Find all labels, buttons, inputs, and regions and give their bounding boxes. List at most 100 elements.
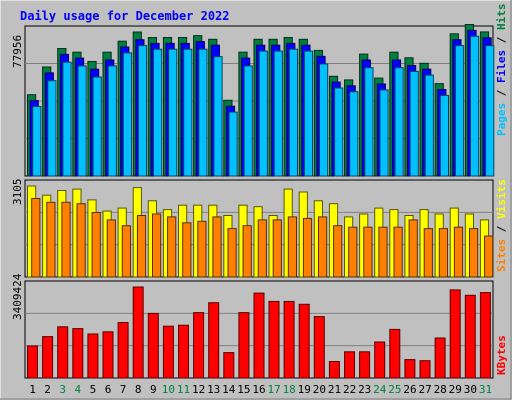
bottom-bar-kbytes-5 — [87, 333, 99, 379]
bottom-bar-kbytes-7 — [117, 322, 129, 379]
bottom-bar-kbytes-31 — [479, 292, 491, 379]
x-tick-label-3: 3 — [59, 383, 66, 396]
x-tick-label-10: 10 — [162, 383, 175, 396]
bottom-panel — [24, 280, 494, 379]
legend-pages: Pages — [495, 103, 508, 136]
middle-bar-sites-18 — [287, 216, 297, 278]
top-bar-pages-5 — [92, 76, 102, 177]
top-bar-pages-1 — [32, 106, 42, 177]
legend-kbytes: KBytes — [495, 335, 508, 375]
bottom-bar-kbytes-15 — [238, 312, 250, 379]
top-bar-pages-19 — [303, 50, 314, 177]
top-bar-pages-2 — [47, 80, 57, 177]
top-bar-pages-23 — [364, 67, 374, 177]
chart-title: Daily usage for December 2022 — [20, 9, 230, 23]
x-tick-label-29: 29 — [449, 383, 462, 396]
bottom-y-max-label: 3409424 — [11, 273, 24, 320]
legend-separator: / — [495, 219, 508, 239]
top-bar-pages-20 — [319, 63, 329, 177]
middle-bar-sites-3 — [61, 201, 71, 278]
bottom-bar-kbytes-23 — [359, 351, 371, 379]
middle-bar-sites-12 — [197, 220, 207, 278]
x-tick-label-8: 8 — [135, 383, 142, 396]
top-bar-pages-30 — [470, 35, 480, 177]
legend-files: Files — [495, 50, 508, 83]
x-tick-label-7: 7 — [120, 383, 127, 396]
middle-bar-sites-28 — [438, 228, 448, 278]
middle-bar-sites-22 — [348, 226, 358, 278]
x-tick-label-11: 11 — [177, 383, 190, 396]
x-tick-label-16: 16 — [252, 383, 265, 396]
legend-separator: / — [495, 30, 508, 50]
middle-bar-sites-5 — [91, 212, 101, 278]
middle-bar-sites-27 — [423, 228, 433, 278]
middle-bar-sites-25 — [393, 226, 403, 278]
top-bar-pages-7 — [122, 52, 133, 177]
middle-bar-sites-29 — [453, 226, 464, 278]
middle-bar-sites-14 — [227, 228, 237, 278]
x-tick-label-12: 12 — [192, 383, 205, 396]
middle-bar-sites-26 — [408, 219, 418, 278]
x-tick-label-24: 24 — [373, 383, 387, 396]
top-bar-pages-8 — [137, 45, 148, 177]
x-tick-label-14: 14 — [222, 383, 236, 396]
bottom-bar-kbytes-29 — [449, 289, 461, 379]
x-tick-label-6: 6 — [105, 383, 112, 396]
x-tick-label-17: 17 — [267, 383, 280, 396]
top-bar-pages-22 — [349, 91, 359, 177]
top-bar-pages-16 — [258, 50, 268, 177]
bottom-bar-kbytes-6 — [102, 331, 114, 379]
middle-legend: Sites / Visits — [495, 179, 508, 272]
middle-bar-sites-9 — [152, 213, 162, 278]
x-tick-label-2: 2 — [44, 383, 51, 396]
top-bar-pages-6 — [107, 65, 117, 177]
top-bar-pages-24 — [379, 89, 389, 177]
bottom-bar-kbytes-24 — [374, 341, 386, 379]
top-bar-pages-18 — [288, 48, 298, 177]
x-tick-label-18: 18 — [283, 383, 296, 396]
x-tick-label-13: 13 — [207, 383, 220, 396]
x-tick-label-27: 27 — [418, 383, 431, 396]
bottom-bar-kbytes-1 — [27, 345, 38, 379]
middle-bar-sites-20 — [318, 216, 328, 278]
x-tick-label-1: 1 — [29, 383, 36, 396]
middle-bar-sites-23 — [363, 226, 373, 278]
top-bar-pages-10 — [168, 48, 178, 177]
top-bar-pages-21 — [334, 87, 344, 177]
top-legend: Pages / Files / Hits — [495, 4, 508, 137]
middle-bar-sites-6 — [106, 219, 116, 278]
x-tick-label-28: 28 — [434, 383, 447, 396]
top-bar-pages-28 — [439, 94, 449, 177]
bottom-bar-kbytes-27 — [419, 360, 431, 379]
bottom-bar-kbytes-22 — [344, 351, 355, 379]
middle-bar-sites-8 — [136, 215, 147, 278]
middle-bar-sites-4 — [76, 203, 86, 278]
legend-visits: Visits — [495, 179, 508, 219]
bottom-bar-kbytes-8 — [132, 286, 144, 379]
legend-sites: Sites — [495, 239, 508, 272]
legend-separator: / — [495, 83, 508, 103]
x-tick-label-25: 25 — [388, 383, 401, 396]
top-bar-pages-15 — [243, 65, 253, 177]
bottom-bar-kbytes-14 — [223, 352, 235, 379]
top-bar-pages-26 — [409, 70, 419, 177]
bottom-bar-kbytes-30 — [464, 294, 476, 379]
x-tick-label-19: 19 — [298, 383, 311, 396]
middle-bar-sites-19 — [302, 217, 313, 278]
middle-panel — [24, 179, 494, 278]
middle-bar-sites-24 — [378, 226, 388, 278]
bottom-bar-kbytes-2 — [42, 336, 54, 379]
top-panel — [24, 24, 495, 177]
middle-bar-sites-13 — [212, 216, 222, 278]
top-bar-pages-9 — [153, 48, 163, 177]
top-bar-pages-17 — [273, 50, 283, 177]
x-tick-label-9: 9 — [150, 383, 157, 396]
bottom-bar-kbytes-3 — [57, 326, 69, 379]
x-tick-label-23: 23 — [358, 383, 371, 396]
top-y-max-label: 77956 — [11, 35, 24, 68]
bottom-bar-kbytes-19 — [298, 303, 310, 379]
middle-bar-sites-17 — [272, 219, 282, 278]
bottom-bar-kbytes-11 — [178, 324, 189, 379]
bottom-bar-kbytes-26 — [404, 359, 416, 379]
